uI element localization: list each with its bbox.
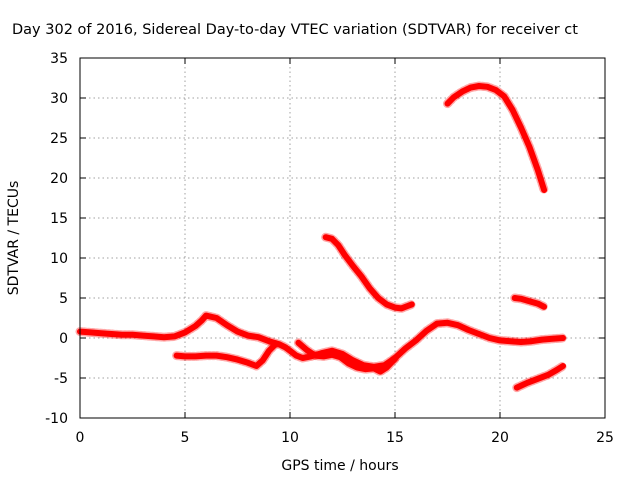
data-series [75,81,568,393]
y-axis-label: SDTVAR / TECUs [6,181,22,296]
series-trace-5 [444,83,548,193]
series-trace-1-spread [75,311,568,372]
y-tick-label: 25 [50,131,68,147]
chart-title: Day 302 of 2016, Sidereal Day-to-day VTE… [12,22,578,38]
series-trace-2-spread [172,339,280,371]
y-tick-label: 15 [50,211,68,227]
series-trace-4 [322,234,415,312]
y-tick-label: 30 [50,91,68,107]
y-tick-label: -5 [54,371,68,387]
series-trace-6-spread [510,293,549,312]
series-trace-3-spread [293,338,400,377]
x-tick-label: 5 [181,430,190,446]
y-tick-label: 20 [50,171,68,187]
series-trace-3 [295,339,398,375]
plot-frame [79,57,606,419]
axis-ticks [79,57,606,419]
series-trace-4-spread [321,232,417,313]
series-trace-7-spread [512,361,568,393]
series-trace-1 [77,312,566,370]
x-tick-label: 0 [76,430,85,446]
x-tick-label: 15 [386,430,404,446]
y-tick-label: 0 [59,331,68,347]
series-trace-7 [513,363,566,391]
y-tick-label: -10 [45,411,68,427]
x-tick-label: 10 [281,430,299,446]
y-tick-label: 5 [59,291,68,307]
tick-labels: 0 5 10 15 20 25 -10 -5 0 5 10 15 20 25 30 35 [45,51,614,446]
y-tick-label: 10 [50,251,68,267]
y-tick-label: 35 [50,51,68,67]
x-axis-label: GPS time / hours [281,458,398,474]
x-tick-label: 20 [491,430,509,446]
series-trace-5-spread [443,81,549,195]
x-tick-label: 25 [596,430,614,446]
series-trace-6 [511,295,548,310]
series-trace-2 [173,341,279,369]
